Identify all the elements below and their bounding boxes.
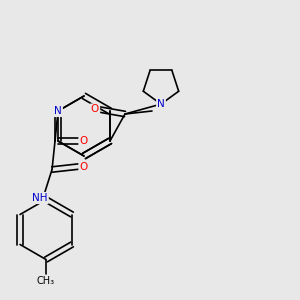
Text: O: O bbox=[91, 104, 99, 115]
Text: N: N bbox=[54, 106, 62, 116]
Text: O: O bbox=[80, 136, 88, 146]
Text: O: O bbox=[80, 161, 88, 172]
Text: N: N bbox=[157, 99, 165, 109]
Text: CH₃: CH₃ bbox=[37, 275, 55, 286]
Text: NH: NH bbox=[32, 193, 48, 203]
